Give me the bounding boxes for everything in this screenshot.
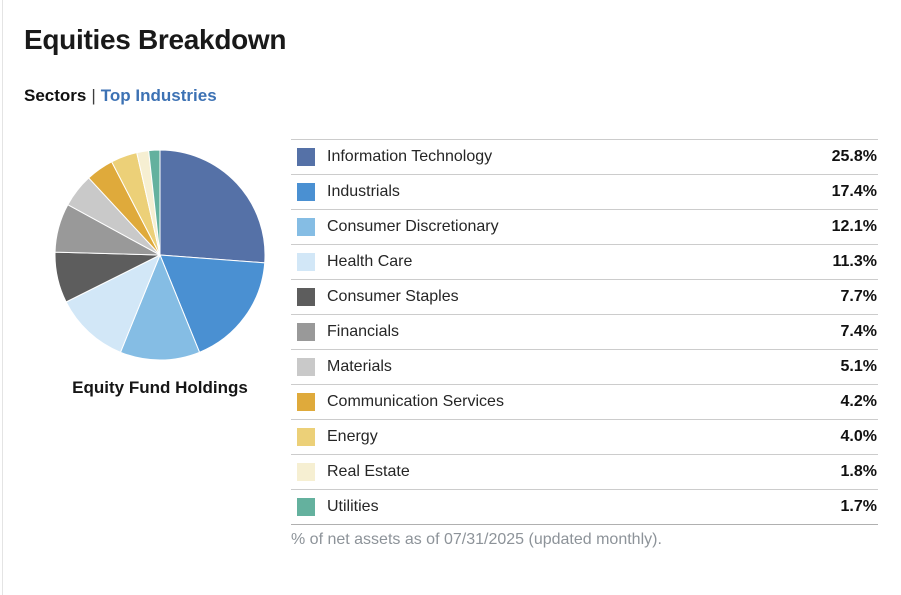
legend-value: 4.2%	[840, 393, 877, 410]
legend-swatch	[297, 428, 315, 446]
tab-separator: |	[91, 86, 96, 105]
pie-slice-health-care	[65, 254, 161, 353]
legend-table: Information Technology 25.8% Industrials…	[291, 139, 878, 525]
legend-row-financials: Financials 7.4%	[291, 314, 878, 349]
legend-label: Communication Services	[327, 393, 504, 410]
legend-swatch	[297, 183, 315, 201]
legend-value: 25.8%	[831, 148, 877, 165]
pie-slice-industrials	[159, 254, 266, 353]
view-tabs: Sectors | Top Industries	[24, 86, 217, 106]
legend-row-utilities: Utilities 1.7%	[291, 489, 878, 524]
pie-chart	[54, 149, 266, 361]
legend-label: Consumer Discretionary	[327, 218, 499, 235]
legend-value: 12.1%	[831, 218, 877, 235]
footnote: % of net assets as of 07/31/2025 (update…	[291, 531, 662, 548]
legend-value: 1.7%	[840, 498, 877, 515]
tab-sectors[interactable]: Sectors	[24, 86, 87, 105]
legend-label: Energy	[327, 428, 378, 445]
legend-swatch	[297, 463, 315, 481]
legend-row-communication-services: Communication Services 4.2%	[291, 384, 878, 419]
pie-slice-information-technology	[159, 149, 266, 264]
legend-value: 7.4%	[840, 323, 877, 340]
legend-value: 5.1%	[840, 358, 877, 375]
legend-swatch	[297, 358, 315, 376]
legend-row-energy: Energy 4.0%	[291, 419, 878, 454]
legend-swatch	[297, 148, 315, 166]
legend-label: Materials	[327, 358, 392, 375]
legend-row-health-care: Health Care 11.3%	[291, 244, 878, 279]
page-title: Equities Breakdown	[24, 24, 287, 55]
pie-caption: Equity Fund Holdings	[72, 378, 248, 397]
legend-label: Financials	[327, 323, 400, 340]
legend-swatch	[297, 498, 315, 516]
legend-row-consumer-staples: Consumer Staples 7.7%	[291, 279, 878, 314]
legend-row-consumer-discretionary: Consumer Discretionary 12.1%	[291, 209, 878, 244]
legend-label: Health Care	[327, 253, 413, 270]
panel-left-border	[2, 0, 3, 595]
pie-slice-utilities	[148, 149, 161, 256]
legend-swatch	[297, 218, 315, 236]
legend-value: 4.0%	[840, 428, 877, 445]
legend-label: Utilities	[327, 498, 379, 515]
legend-value: 11.3%	[832, 253, 877, 270]
legend-row-real-estate: Real Estate 1.8%	[291, 454, 878, 489]
legend-swatch	[297, 323, 315, 341]
pie-slice-consumer-discretionary	[119, 254, 201, 361]
tab-top-industries[interactable]: Top Industries	[100, 86, 217, 105]
legend-row-industrials: Industrials 17.4%	[291, 174, 878, 209]
legend-swatch	[297, 288, 315, 306]
legend-swatch	[297, 253, 315, 271]
legend-label: Consumer Staples	[327, 288, 459, 305]
legend-value: 1.8%	[840, 463, 877, 480]
legend-label: Information Technology	[327, 148, 493, 165]
legend-row-information-technology: Information Technology 25.8%	[291, 139, 878, 174]
legend-swatch	[297, 393, 315, 411]
legend-row-materials: Materials 5.1%	[291, 349, 878, 384]
legend-value: 17.4%	[831, 183, 877, 200]
legend-value: 7.7%	[840, 288, 877, 305]
legend-label: Industrials	[327, 183, 400, 200]
legend-label: Real Estate	[327, 463, 410, 480]
